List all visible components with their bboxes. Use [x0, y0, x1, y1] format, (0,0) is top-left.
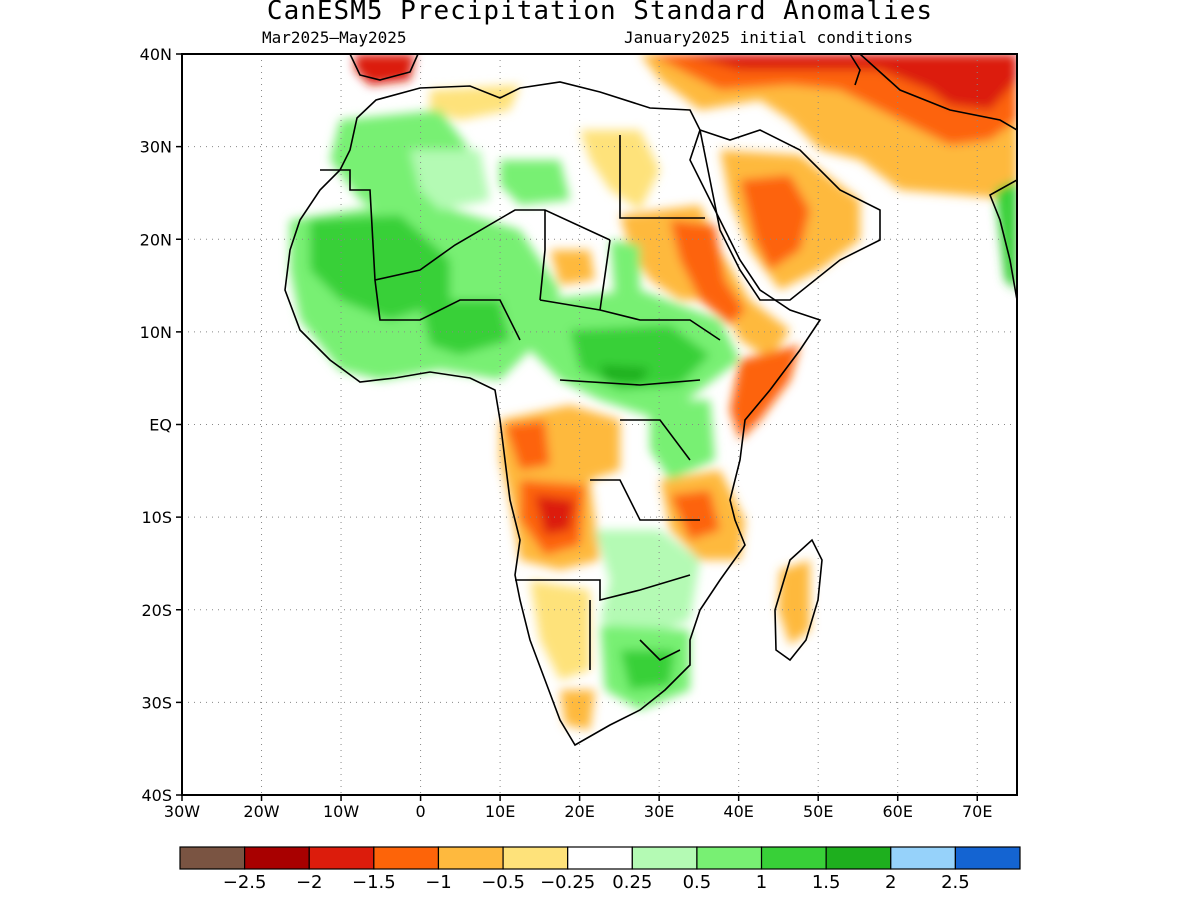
southern-africa-borders	[515, 574, 691, 670]
colorbar: −2.5 −2 −1.5 −1 −0.5 −0.25 0.25 0.5 1 1.5 2 2.5	[179, 846, 1021, 893]
y-tick-label: 20N	[140, 230, 172, 249]
colorbar-swatch	[308, 846, 375, 870]
colorbar-swatch	[179, 846, 246, 870]
anomaly-mozambique-zambia	[595, 530, 700, 640]
colorbar-swatch	[502, 846, 569, 870]
anomaly-ethiopia-core	[670, 220, 745, 325]
central-africa-borders	[539, 239, 721, 521]
y-axis: 40N 30N 20N 10N EQ 10S 20S 30S 40S	[140, 45, 182, 805]
season-subtitle: Mar2025—May2025	[262, 28, 407, 47]
colorbar-label: 2.5	[941, 872, 970, 893]
anomaly-madagascar	[778, 560, 810, 645]
anomaly-sudan-wet	[610, 240, 640, 300]
x-tick-label: 20E	[564, 802, 594, 821]
x-tick-label: 50E	[803, 802, 833, 821]
caspian-coastline	[849, 54, 861, 86]
chart-title: CanESM5 Precipitation Standard Anomalies	[266, 0, 934, 26]
anomaly-field	[290, 54, 1017, 730]
anomaly-iran-deep	[680, 54, 1017, 110]
colorbar-label: −2.5	[223, 872, 267, 893]
x-tick-label: 30W	[164, 802, 200, 821]
y-tick-label: 20S	[141, 601, 172, 620]
colorbar-swatch	[437, 846, 504, 870]
colorbar-label: 2	[885, 872, 896, 893]
x-tick-label: 0	[415, 802, 425, 821]
anomaly-chad	[550, 250, 595, 285]
anomaly-ghana-nigeria	[420, 300, 510, 355]
anomaly-libya	[430, 85, 520, 120]
anomaly-india	[995, 180, 1017, 290]
colorbar-label: −2	[296, 872, 323, 893]
y-tick-label: 10N	[140, 323, 172, 342]
anomaly-cape	[560, 690, 595, 730]
colorbar-label: −0.25	[540, 872, 595, 893]
y-tick-label: 40N	[140, 45, 172, 64]
anomaly-angola-deep	[535, 495, 575, 535]
y-tick-label: EQ	[149, 416, 172, 435]
x-tick-label: 40E	[723, 802, 753, 821]
x-tick-label: 10E	[485, 802, 515, 821]
colorbar-swatch	[631, 846, 698, 870]
colorbar-swatch	[760, 846, 827, 870]
colorbar-label: 0.25	[612, 872, 652, 893]
x-axis: 30W 20W 10W 0 10E 20E 30E 40E 50E 60E 70E	[164, 795, 992, 821]
x-tick-label: 20W	[243, 802, 279, 821]
colorbar-swatch	[373, 846, 440, 870]
colorbar-label: −1	[425, 872, 452, 893]
colorbar-swatch	[825, 846, 892, 870]
x-tick-label: 10W	[323, 802, 359, 821]
initial-conditions-subtitle: January2025 initial conditions	[624, 28, 913, 47]
colorbar-label: 1	[756, 872, 767, 893]
anomaly-great-lakes	[650, 400, 715, 480]
y-tick-label: 40S	[141, 786, 172, 805]
arabian-peninsula-coastline	[698, 128, 881, 301]
anomaly-algeria	[500, 160, 570, 205]
anomaly-tanzania-core	[670, 490, 720, 540]
anomaly-sahel-core	[310, 215, 450, 320]
colorbar-swatch	[954, 846, 1021, 870]
y-tick-label: 30N	[140, 138, 172, 157]
anomaly-central-deep	[600, 365, 650, 382]
colorbar-swatch	[244, 846, 310, 870]
anomaly-arabia-core	[740, 175, 810, 270]
x-tick-label: 30E	[644, 802, 674, 821]
y-tick-label: 30S	[141, 693, 172, 712]
colorbar-label: 0.5	[683, 872, 712, 893]
africa-coastline	[284, 81, 822, 747]
y-tick-label: 10S	[141, 508, 172, 527]
colorbar-label: −1.5	[352, 872, 396, 893]
colorbar-label: 1.5	[812, 872, 841, 893]
colorbar-label: −0.5	[481, 872, 525, 893]
colorbar-swatch	[696, 846, 763, 870]
anomaly-gabon	[505, 420, 550, 470]
nile-border	[619, 135, 705, 219]
x-tick-label: 60E	[882, 802, 912, 821]
asia-coastline	[859, 54, 1017, 301]
west-africa-borders	[320, 169, 611, 341]
colorbar-swatch	[890, 846, 956, 870]
x-tick-label: 70E	[962, 802, 992, 821]
madagascar-coastline	[774, 538, 823, 662]
anomaly-namibia	[530, 580, 590, 680]
anomaly-sahara-neutral	[410, 150, 490, 210]
colorbar-swatch	[567, 846, 633, 870]
coastlines	[284, 54, 1017, 747]
iberia-coastline	[349, 54, 419, 81]
